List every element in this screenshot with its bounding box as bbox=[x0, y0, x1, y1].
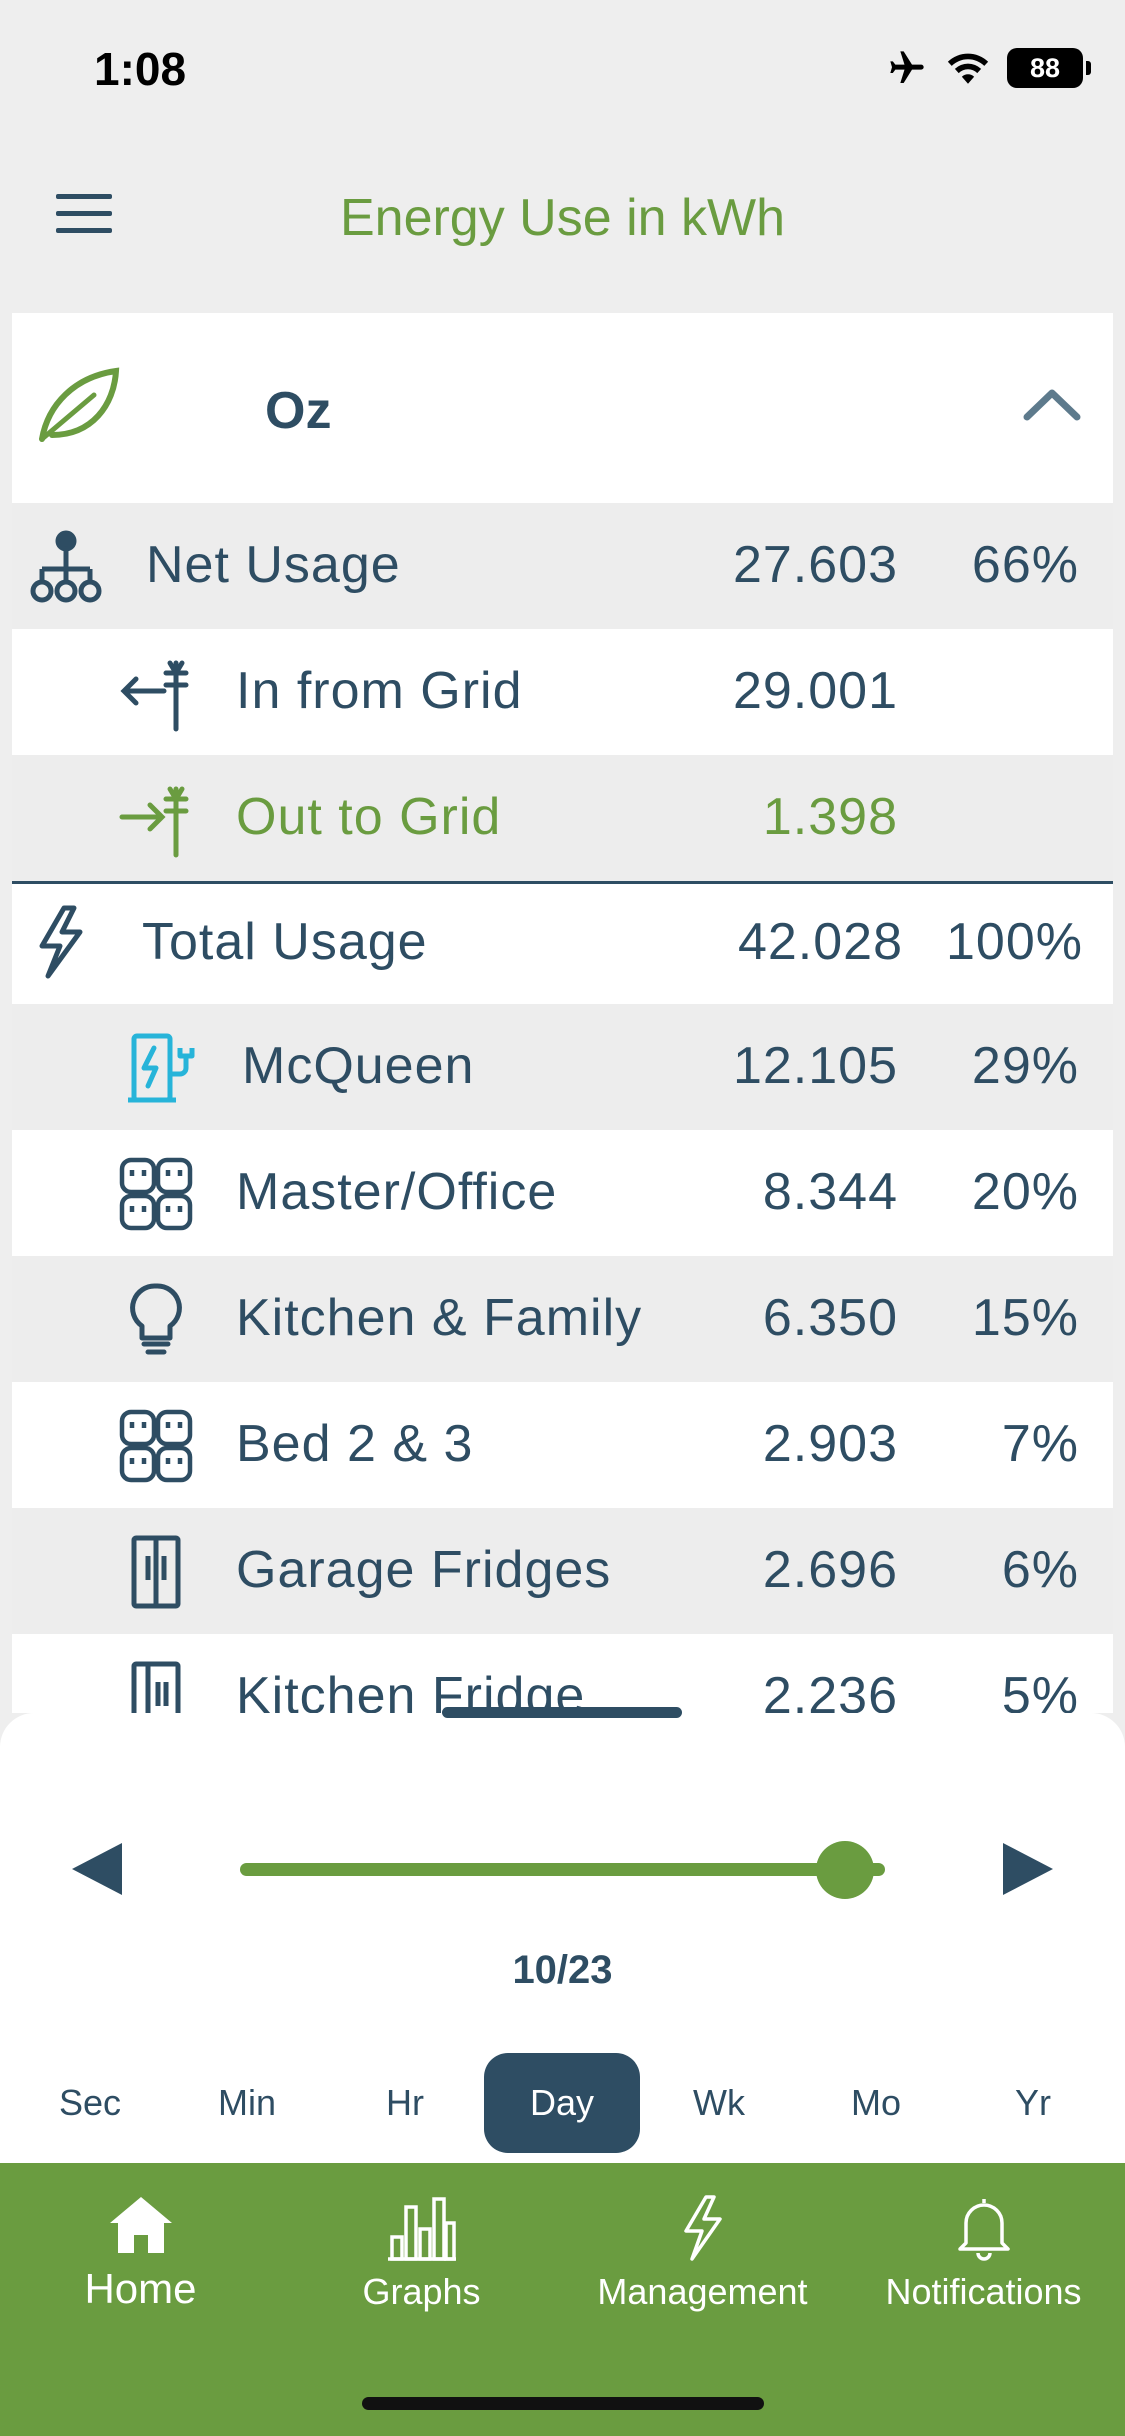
row-label: Kitchen & Family bbox=[236, 1289, 643, 1347]
tab-label: Home bbox=[84, 2265, 197, 2312]
app-header: Energy Use in kWh bbox=[0, 140, 1125, 300]
outlet-icon bbox=[119, 1157, 193, 1231]
bell-icon bbox=[957, 2199, 1010, 2261]
hamburger-menu-icon[interactable] bbox=[56, 194, 112, 234]
time-slider-track[interactable] bbox=[240, 1863, 885, 1876]
row-value: 29.001 bbox=[732, 662, 898, 720]
leaf-icon bbox=[39, 367, 120, 442]
status-time: 1:08 bbox=[94, 43, 187, 95]
row-percent: 5% bbox=[1001, 1667, 1079, 1713]
period-wk[interactable]: Wk bbox=[693, 2082, 745, 2123]
row-value: 27.603 bbox=[732, 536, 898, 594]
selected-date: 10/23 bbox=[512, 1948, 613, 1992]
row-value: 42.028 bbox=[737, 913, 903, 971]
fridge-icon bbox=[131, 1661, 181, 1713]
airplane-icon bbox=[890, 51, 924, 83]
row-label: Garage Fridges bbox=[236, 1541, 612, 1599]
row-percent: 66% bbox=[971, 536, 1079, 594]
row-net-usage[interactable]: Net Usage 27.603 66% bbox=[12, 503, 1113, 629]
wifi-icon bbox=[947, 53, 989, 84]
row-percent: 15% bbox=[971, 1289, 1079, 1347]
bottom-tab-bar: Home Graphs Management Notifications bbox=[0, 2163, 1125, 2436]
row-percent: 29% bbox=[971, 1037, 1079, 1095]
tab-home[interactable]: Home bbox=[0, 2193, 281, 2313]
row-total-usage[interactable]: Total Usage 42.028 100% bbox=[12, 884, 1113, 1004]
battery-indicator: 88 bbox=[1007, 48, 1091, 88]
row-mcqueen[interactable]: McQueen 12.105 29% bbox=[12, 1004, 1113, 1130]
row-kitchen-fridge[interactable]: Kitchen Fridge 2.236 5% bbox=[12, 1634, 1113, 1713]
row-value: 12.105 bbox=[732, 1037, 898, 1095]
home-indicator bbox=[362, 2397, 764, 2410]
row-percent: 20% bbox=[971, 1163, 1079, 1221]
period-yr[interactable]: Yr bbox=[1015, 2082, 1051, 2123]
site-header[interactable]: Oz bbox=[12, 313, 1113, 503]
fridge-icon bbox=[131, 1535, 181, 1609]
time-control-sheet: 10/23 Sec Min Hr Day Wk Mo Yr bbox=[0, 1707, 1125, 2163]
period-min[interactable]: Min bbox=[217, 2082, 276, 2123]
row-label: Out to Grid bbox=[236, 788, 502, 846]
energy-card: Oz Net Usage 27.603 66% In from Grid 29.… bbox=[12, 313, 1113, 1713]
chevron-up-icon[interactable] bbox=[1023, 385, 1081, 421]
row-value: 8.344 bbox=[762, 1163, 898, 1221]
status-icons: 88 bbox=[885, 48, 1091, 88]
next-arrow-icon[interactable] bbox=[1003, 1843, 1053, 1895]
home-icon bbox=[109, 2197, 172, 2253]
graphs-icon bbox=[387, 2197, 456, 2261]
status-bar: 1:08 88 bbox=[0, 0, 1125, 140]
period-day[interactable]: Day bbox=[484, 2053, 640, 2153]
period-mo[interactable]: Mo bbox=[850, 2082, 901, 2123]
row-kitchen-family[interactable]: Kitchen & Family 6.350 15% bbox=[12, 1256, 1113, 1382]
tab-management[interactable]: Management bbox=[562, 2193, 843, 2313]
row-value: 2.903 bbox=[762, 1415, 898, 1473]
row-out-to-grid[interactable]: Out to Grid 1.398 bbox=[12, 755, 1113, 881]
row-label: Kitchen Fridge bbox=[236, 1667, 586, 1713]
outlet-icon bbox=[119, 1409, 193, 1483]
row-label: Bed 2 & 3 bbox=[236, 1415, 474, 1473]
row-bed-2-3[interactable]: Bed 2 & 3 2.903 7% bbox=[12, 1382, 1113, 1508]
ev-charger-icon bbox=[128, 1033, 195, 1103]
sheet-drag-handle[interactable] bbox=[442, 1707, 682, 1718]
row-label: In from Grid bbox=[236, 662, 523, 720]
time-slider-thumb[interactable] bbox=[816, 1841, 874, 1899]
tab-label: Management bbox=[597, 2271, 808, 2312]
tab-graphs[interactable]: Graphs bbox=[281, 2193, 562, 2313]
row-value: 6.350 bbox=[762, 1289, 898, 1347]
lightbulb-icon bbox=[130, 1283, 182, 1355]
site-name: Oz bbox=[265, 382, 332, 440]
row-percent: 7% bbox=[1001, 1415, 1079, 1473]
period-sec[interactable]: Sec bbox=[58, 2082, 122, 2123]
row-value: 1.398 bbox=[762, 788, 898, 846]
row-percent: 100% bbox=[946, 913, 1083, 971]
row-master-office[interactable]: Master/Office 8.344 20% bbox=[12, 1130, 1113, 1256]
section-divider bbox=[12, 881, 1113, 884]
row-garage-fridges[interactable]: Garage Fridges 2.696 6% bbox=[12, 1508, 1113, 1634]
row-value: 2.236 bbox=[762, 1667, 898, 1713]
tab-label: Notifications bbox=[885, 2271, 1082, 2312]
lightning-icon bbox=[683, 2195, 722, 2261]
period-hr[interactable]: Hr bbox=[386, 2082, 424, 2123]
page-title: Energy Use in kWh bbox=[339, 189, 786, 247]
row-label: Total Usage bbox=[142, 913, 428, 971]
row-in-from-grid[interactable]: In from Grid 29.001 bbox=[12, 629, 1113, 755]
row-percent: 6% bbox=[1001, 1541, 1079, 1599]
lightning-icon bbox=[39, 905, 83, 979]
row-label: Net Usage bbox=[146, 536, 401, 594]
period-selector: Sec Min Hr Day Wk Mo Yr bbox=[0, 2053, 1125, 2153]
row-value: 2.696 bbox=[762, 1541, 898, 1599]
row-label: McQueen bbox=[242, 1037, 475, 1095]
tab-notifications[interactable]: Notifications bbox=[843, 2193, 1124, 2313]
hierarchy-icon bbox=[30, 530, 102, 603]
row-label: Master/Office bbox=[236, 1163, 558, 1221]
grid-in-icon bbox=[120, 660, 189, 732]
grid-out-icon bbox=[119, 786, 189, 858]
previous-arrow-icon[interactable] bbox=[72, 1843, 122, 1895]
tab-label: Graphs bbox=[362, 2271, 481, 2312]
